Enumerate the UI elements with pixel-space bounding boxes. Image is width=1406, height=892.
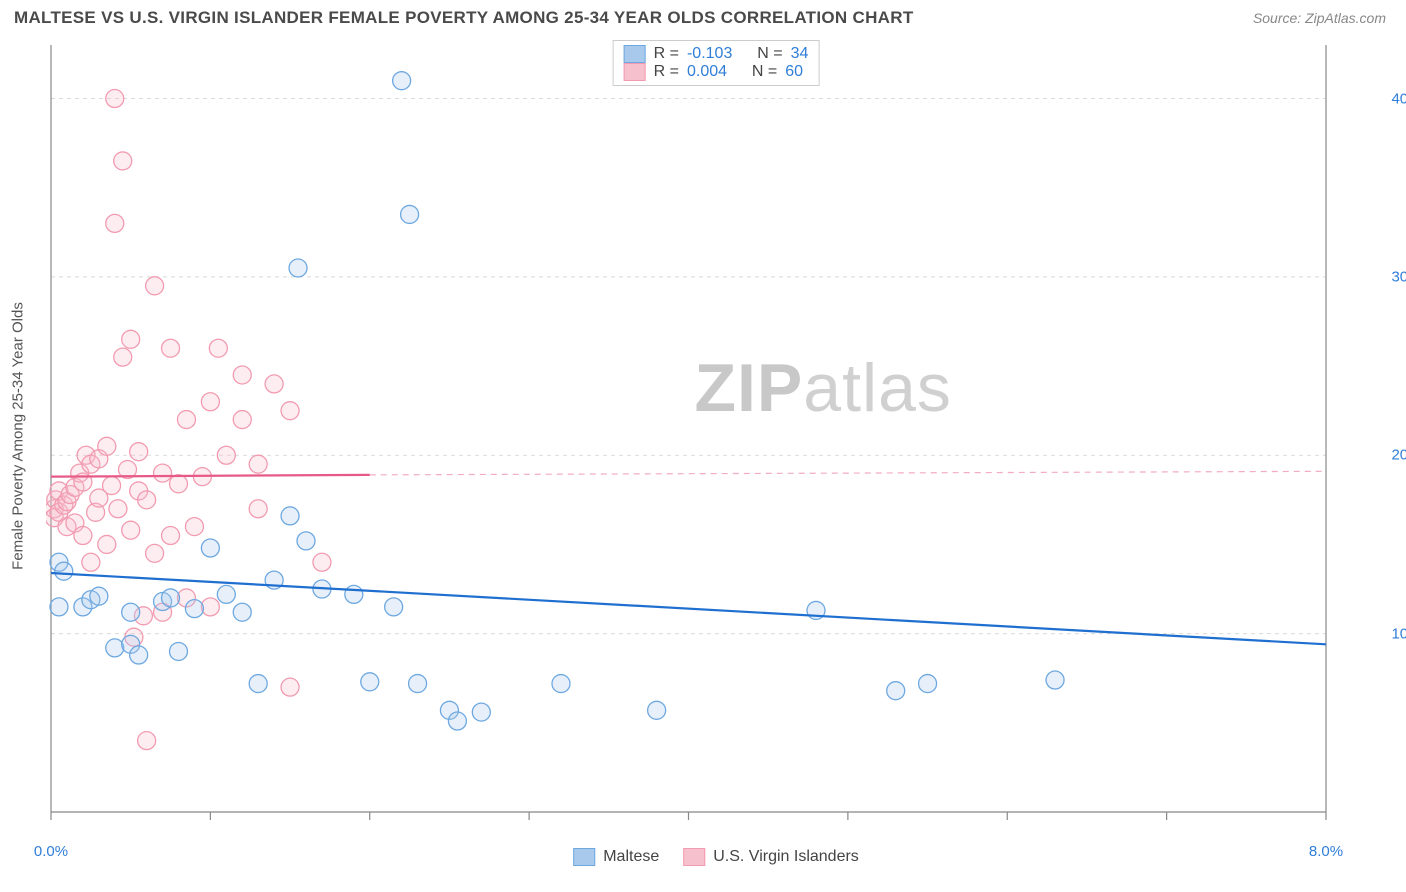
- maltese-swatch: [624, 45, 646, 63]
- usvi-label: U.S. Virgin Islanders: [713, 848, 859, 866]
- maltese-swatch: [573, 848, 595, 866]
- y-tick-label: 10.0%: [1391, 625, 1406, 642]
- source-label: Source: ZipAtlas.com: [1253, 10, 1386, 26]
- usvi-n-value: 60: [785, 63, 803, 81]
- n-label: N =: [757, 45, 782, 63]
- y-tick-label: 40.0%: [1391, 90, 1406, 107]
- scatter-plot: [46, 40, 1386, 832]
- n-label: N =: [752, 63, 777, 81]
- x-tick-label: 0.0%: [34, 843, 68, 860]
- chart-title: MALTESE VS U.S. VIRGIN ISLANDER FEMALE P…: [14, 8, 914, 28]
- usvi-r-value: 0.004: [687, 63, 727, 81]
- maltese-label: Maltese: [603, 848, 659, 866]
- series-legend: Maltese U.S. Virgin Islanders: [573, 848, 859, 866]
- y-tick-label: 30.0%: [1391, 268, 1406, 285]
- r-label: R =: [654, 45, 679, 63]
- chart-area: Female Poverty Among 25-34 Year Olds R =…: [46, 40, 1386, 832]
- x-tick-label: 8.0%: [1309, 843, 1343, 860]
- usvi-swatch: [624, 63, 646, 81]
- y-axis-label: Female Poverty Among 25-34 Year Olds: [10, 302, 27, 570]
- y-tick-label: 20.0%: [1391, 447, 1406, 464]
- maltese-r-value: -0.103: [687, 45, 732, 63]
- usvi-swatch: [683, 848, 705, 866]
- r-label: R =: [654, 63, 679, 81]
- correlation-legend: R = -0.103 N = 34 R = 0.004 N = 60: [613, 40, 820, 86]
- maltese-n-value: 34: [791, 45, 809, 63]
